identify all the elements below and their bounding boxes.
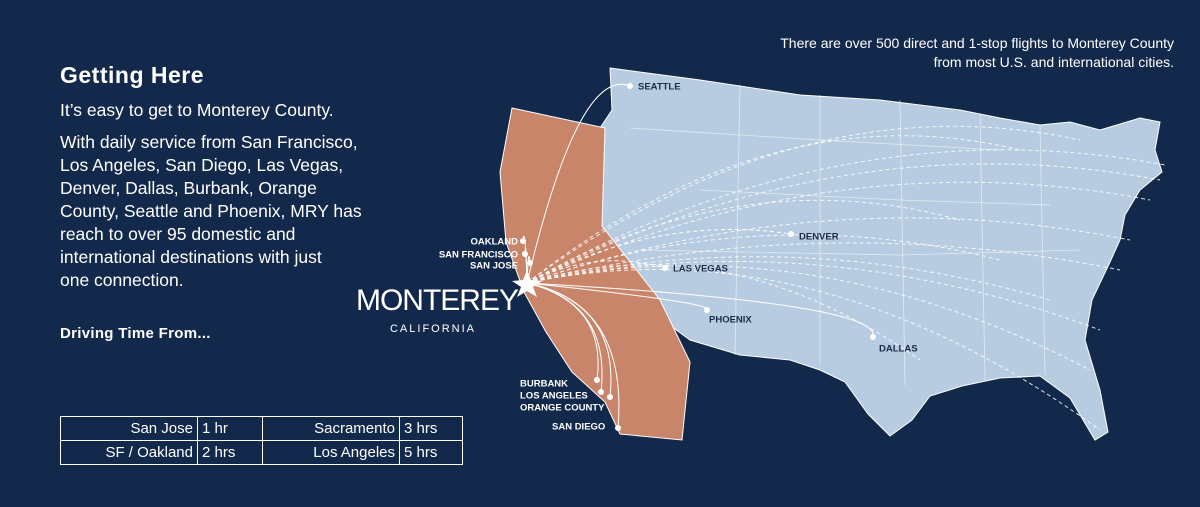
origin-city: San Jose [60,416,198,441]
logo-sub: CALIFORNIA [390,323,476,335]
route-dashed [526,234,1001,284]
title: Getting Here [60,62,205,88]
city-label: OAKLAND [471,237,519,248]
route [526,282,603,393]
route [526,260,666,284]
route-dashed [526,256,1051,301]
city-dot [594,377,600,383]
route [526,282,620,429]
city-label: LOS ANGELES [520,391,588,402]
city-dot [527,260,533,266]
city-dot [627,83,633,89]
route-dashed [526,265,1091,371]
body-line: County, Seattle and Phoenix, MRY has [60,201,362,221]
us-map [599,67,1163,441]
table-row: SF / Oakland 2 hrs Los Angeles 5 hrs [60,440,463,465]
city-label: ORANGE COUNTY [520,403,605,414]
body-line: Denver, Dallas, Burbank, Orange [60,178,317,198]
city-dot [615,425,621,431]
driving-heading: Driving Time From... [60,325,211,342]
body-line: With daily service from San Francisco, [60,132,358,152]
note-line: There are over 500 direct and 1-stop fli… [780,35,1174,51]
city-label: DENVER [799,232,839,243]
drive-time: 3 hrs [399,416,463,441]
drive-time: 2 hrs [197,440,263,465]
table-row: San Jose 1 hr Sacramento 3 hrs [60,416,463,441]
driving-table: San Jose 1 hr Sacramento 3 hrs SF / Oakland 2… [60,416,463,465]
route-dashed [526,135,1021,284]
origin-city: Sacramento [262,416,400,441]
city-label: BURBANK [520,379,568,390]
city-dot [788,231,794,237]
intro: It’s easy to get to Monterey County. [60,100,334,120]
note-line: from most U.S. and international cities. [933,54,1174,70]
body-line: Los Angeles, San Diego, Las Vegas, [60,155,344,175]
route-dashed [526,217,1131,284]
city-label: SAN FRANCISCO [439,250,518,261]
route-dashed [526,260,1101,331]
route-dashed [526,242,1121,284]
city-dot [607,394,613,400]
body-line: international destinations with just [60,247,322,267]
body-text: With daily service from San Francisco, Lo… [60,131,362,292]
city-dot [598,389,604,395]
route [526,83,631,284]
route-dashed [526,269,1101,431]
body-line: reach to over 95 domestic and [60,224,296,244]
state-lines [629,84,1081,386]
city-label: LAS VEGAS [673,264,728,275]
body-line: one connection. [60,270,184,290]
city-dot [520,238,526,244]
city-label: SAN JOSE [470,261,518,272]
city-dot [704,307,710,313]
drive-time: 5 hrs [399,440,463,465]
origin-city: SF / Oakland [60,440,198,465]
city-label: SAN DIEGO [552,422,605,433]
california-map [499,107,691,441]
monterey-star [512,270,542,297]
flight-note: There are over 500 direct and 1-stop fli… [780,34,1174,72]
origin-city: Los Angeles [262,440,400,465]
route-dashed [526,163,1161,284]
drive-time: 1 hr [197,416,263,441]
route-dashed [526,199,961,284]
city-dot [870,334,876,340]
route-dashed [526,149,1166,284]
city-label: DALLAS [879,344,918,355]
city-dot [522,251,528,257]
city-dot [662,265,668,271]
city-label: SEATTLE [638,82,681,93]
route [526,229,792,284]
route-dashed [526,125,1081,284]
route [526,282,874,338]
city-label: PHOENIX [709,315,752,326]
logo: MONTEREY [356,284,519,317]
